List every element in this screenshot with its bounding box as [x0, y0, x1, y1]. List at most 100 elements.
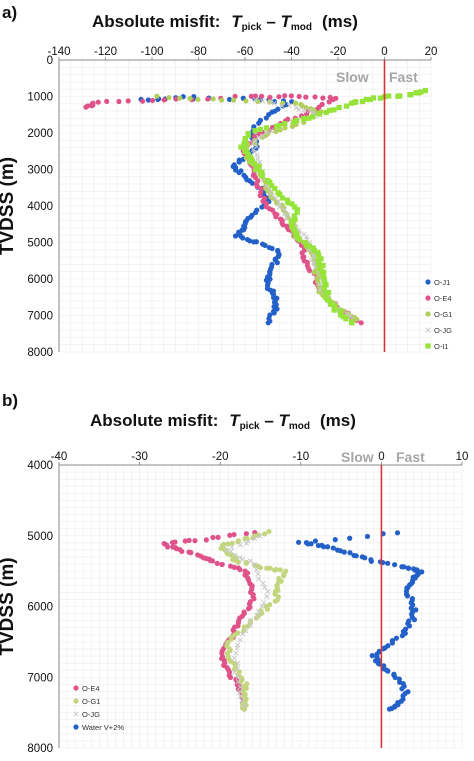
panel-b-slow-label: Slow: [341, 449, 374, 465]
panel-a-point: [256, 134, 262, 140]
panel-a-point: [267, 99, 273, 105]
panel-b-point: [392, 562, 398, 568]
panel-b-point-stroke: [264, 594, 270, 600]
panel-b-title: Absolute misfit: Tpick – Tmod (ms): [90, 411, 356, 432]
panel-a-point: [282, 120, 288, 127]
panel-b-point-stroke: [251, 561, 258, 567]
panel-a-legend: O-J1 O-E4 O-G1 O-JG O-I1: [425, 278, 452, 351]
panel-a-point: [257, 192, 263, 199]
panel-a-point: [254, 183, 260, 190]
panel-a-point: [125, 98, 131, 104]
panel-b-point-stroke: [224, 547, 230, 553]
panel-a-point: [274, 260, 280, 266]
panel-a-point: [253, 209, 259, 216]
panel-a-point: [370, 95, 377, 101]
panel-a-point: [293, 105, 299, 111]
panel-b-point-stroke: [253, 567, 259, 573]
panel-a-legend-label: O-J1: [434, 278, 450, 287]
panel-a-point-stroke: [250, 147, 256, 153]
panel-a-point: [292, 100, 299, 106]
panel-b-point: [265, 589, 271, 595]
panel-b-point: [394, 530, 401, 536]
panel-a-ytick-label: 5000: [27, 238, 53, 250]
panel-a-point: [348, 313, 354, 319]
panel-b-point-stroke: [247, 617, 253, 623]
panel-a-point: [210, 96, 216, 102]
panel-b-point-stroke: [237, 684, 243, 690]
panel-b-point: [369, 653, 375, 659]
panel-a-point: [303, 94, 309, 100]
panel-a-point: [154, 93, 160, 99]
panel-a-point: [245, 132, 251, 139]
panel-a-letter: a): [2, 3, 17, 22]
panel-a-point: [279, 103, 285, 109]
panel-a-point: [116, 98, 122, 105]
panel-b-xtick-label: 10: [456, 451, 469, 463]
panel-a-xtick-label: -100: [140, 46, 163, 58]
panel-a-point: [291, 213, 298, 219]
panel-b-legend-label: O-E4: [82, 684, 100, 693]
panel-b-point: [247, 617, 253, 623]
panel-b-point: [237, 555, 243, 561]
panel-b-point: [227, 532, 233, 538]
panel-a-point-stroke: [293, 105, 299, 111]
panel-a-point: [367, 96, 373, 103]
panel-a-point: [277, 191, 283, 197]
panel-a-series-o-i1: [238, 87, 429, 326]
panel-a-point-stroke: [276, 204, 283, 210]
panel-a-point: [252, 128, 258, 134]
panel-b-point: [235, 679, 241, 685]
panel-b-point-stroke: [256, 576, 262, 582]
panel-a-point-stroke: [267, 99, 273, 105]
panel-a-point: [257, 126, 263, 133]
panel-b-point: [232, 669, 238, 676]
panel-a-point: [263, 115, 269, 121]
panel-a-point: [271, 310, 277, 316]
panel-a-point: [326, 99, 332, 105]
panel-a-ytick-label: 0: [47, 55, 53, 67]
panel-b-point: [273, 566, 279, 573]
panel-a-point: [219, 97, 225, 103]
panel-a-point: [267, 94, 273, 100]
panel-a-point: [104, 98, 110, 104]
panel-a-point: [327, 301, 334, 307]
panel-a-point: [259, 173, 265, 179]
panel-b-point: [399, 633, 405, 639]
panel-a-xtick-label: -60: [237, 46, 254, 58]
panel-b-point: [295, 539, 302, 545]
panel-b-point: [224, 643, 230, 649]
panel-a-point: [282, 206, 288, 212]
panel-b-point: [267, 565, 273, 571]
panel-a-point: [195, 96, 201, 103]
panel-b-point-stroke: [235, 679, 241, 685]
panel-b-point: [262, 531, 268, 537]
panel-a-point: [270, 193, 276, 199]
panel-a-point: [232, 233, 239, 239]
panel-a-point: [292, 216, 298, 223]
panel-a-point: [145, 97, 151, 103]
panel-a-point: [306, 267, 313, 274]
panel-b-letter: b): [2, 391, 18, 410]
panel-a-point-stroke: [284, 215, 290, 221]
panel-a-point-stroke: [260, 133, 266, 139]
panel-b-point: [209, 558, 216, 564]
panel-a-point: [311, 252, 317, 258]
panel-a-legend-point: [425, 295, 431, 301]
panel-a-point: [323, 109, 329, 116]
panel-b-plot: -40 -30 -20 -10 0 10 4000 5000 6000 7000 8000 TVDSS…: [0, 451, 468, 755]
panel-b-point: [231, 655, 237, 661]
panel-b-point: [203, 537, 209, 543]
panel-a-point: [330, 96, 336, 103]
panel-a-point: [282, 125, 288, 131]
panel-b-point: [229, 544, 235, 550]
panel-b-point: [385, 560, 391, 566]
panel-a-point: [95, 99, 101, 105]
panel-a-point: [316, 257, 322, 263]
panel-b-point: [234, 645, 240, 651]
panel-b-legend-label: O-G1: [82, 697, 100, 706]
panel-a-point: [140, 98, 146, 104]
panel-b-point: [264, 594, 270, 600]
panel-a-point: [161, 97, 167, 103]
panel-a-point: [236, 169, 242, 176]
panel-b-point: [368, 558, 374, 564]
